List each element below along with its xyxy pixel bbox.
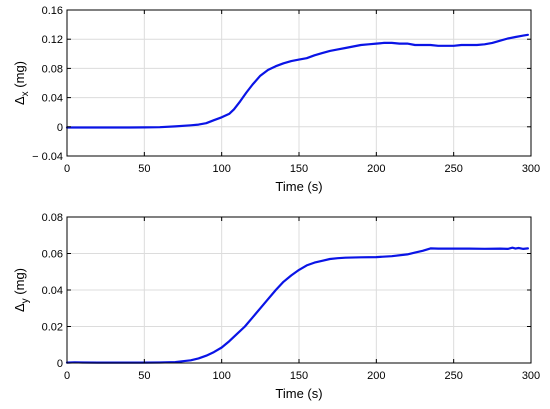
x-tick-label: 0 bbox=[64, 370, 70, 382]
x-tick-label: 300 bbox=[522, 163, 540, 175]
y-tick-label: 0.02 bbox=[42, 322, 63, 334]
y-tick-label: 0.12 bbox=[42, 34, 63, 46]
x-tick-label: 200 bbox=[367, 370, 385, 382]
y-tick-label: 0.06 bbox=[42, 249, 63, 261]
y-axis-label-symbol: Δ bbox=[12, 303, 27, 312]
y-axis-label: Δy (mg) bbox=[12, 268, 31, 312]
y-tick-label: 0.16 bbox=[42, 5, 63, 17]
x-axis-label: Time (s) bbox=[275, 386, 322, 401]
y-tick-label: 0 bbox=[57, 358, 63, 370]
y-axis-label-symbol: Δ bbox=[12, 96, 27, 105]
x-tick-label: 50 bbox=[138, 370, 150, 382]
y-axis-label-unit: (mg) bbox=[12, 61, 27, 91]
x-tick-label: 0 bbox=[64, 163, 70, 175]
x-tick-label: 100 bbox=[212, 370, 230, 382]
x-tick-label: 100 bbox=[212, 163, 230, 175]
x-tick-label: 50 bbox=[138, 163, 150, 175]
y-tick-label: 0.08 bbox=[42, 212, 63, 224]
y-tick-label: 0.04 bbox=[42, 93, 63, 105]
series-line bbox=[65, 246, 530, 364]
x-tick-label: 150 bbox=[290, 370, 308, 382]
y-tick-label: 0 bbox=[57, 122, 63, 134]
x-tick-label: 250 bbox=[444, 163, 462, 175]
x-tick-label: 200 bbox=[367, 163, 385, 175]
x-tick-label: 250 bbox=[444, 370, 462, 382]
y-tick-label: − 0.04 bbox=[32, 151, 63, 163]
y-axis-label-subscript: x bbox=[20, 91, 31, 96]
chart-top-delta-x: 0 50 100 150 200 250 300− 0.0400.040.080.120.1… bbox=[12, 5, 540, 194]
x-tick-label: 300 bbox=[522, 370, 540, 382]
y-tick-label: 0.08 bbox=[42, 63, 63, 75]
x-tick-label: 150 bbox=[290, 163, 308, 175]
y-tick-label: 0.04 bbox=[42, 285, 63, 297]
y-axis-label: Δx (mg) bbox=[12, 61, 31, 105]
x-axis-label: Time (s) bbox=[275, 179, 322, 194]
y-axis-label-unit: (mg) bbox=[12, 268, 27, 298]
chart-bottom-delta-y: 0 50 100 150 200 250 300 0 0.02 0.04 0.06 0.08 Time … bbox=[12, 212, 540, 401]
series-line bbox=[65, 33, 530, 129]
y-axis-label-subscript: y bbox=[20, 298, 31, 303]
